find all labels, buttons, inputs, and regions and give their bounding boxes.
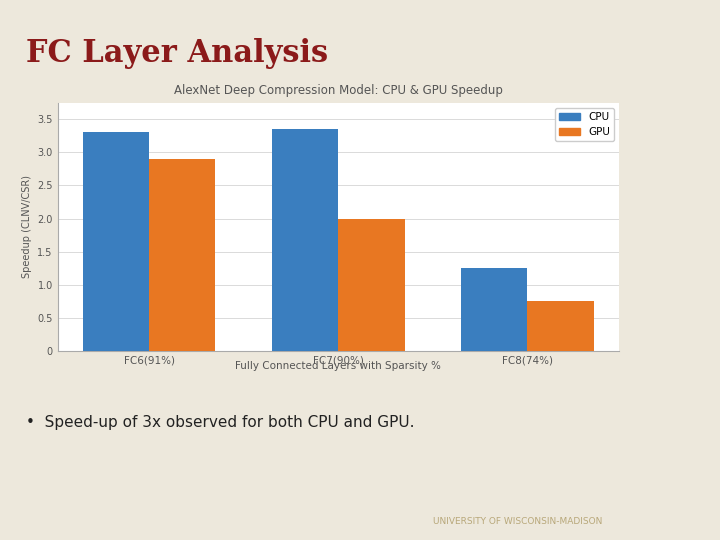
- Bar: [83, 132, 149, 351]
- Y-axis label: Speedup (CLNV/CSR): Speedup (CLNV/CSR): [22, 176, 32, 278]
- Title: AlexNet Deep Compression Model: CPU & GPU Speedup: AlexNet Deep Compression Model: CPU & GP…: [174, 84, 503, 97]
- Legend: CPU, GPU: CPU, GPU: [554, 108, 614, 141]
- Bar: [338, 219, 405, 351]
- Text: UNIVERSITY OF WISCONSIN-MADISON: UNIVERSITY OF WISCONSIN-MADISON: [433, 517, 603, 526]
- Text: Fully Connected Layers with Sparsity %: Fully Connected Layers with Sparsity %: [235, 361, 441, 371]
- Text: •  Speed-up of 3x observed for both CPU and GPU.: • Speed-up of 3x observed for both CPU a…: [26, 415, 415, 430]
- Bar: [272, 129, 338, 351]
- Bar: [528, 301, 594, 351]
- Text: FC Layer Analysis: FC Layer Analysis: [26, 38, 328, 69]
- Bar: [462, 268, 528, 351]
- Bar: [149, 159, 215, 351]
